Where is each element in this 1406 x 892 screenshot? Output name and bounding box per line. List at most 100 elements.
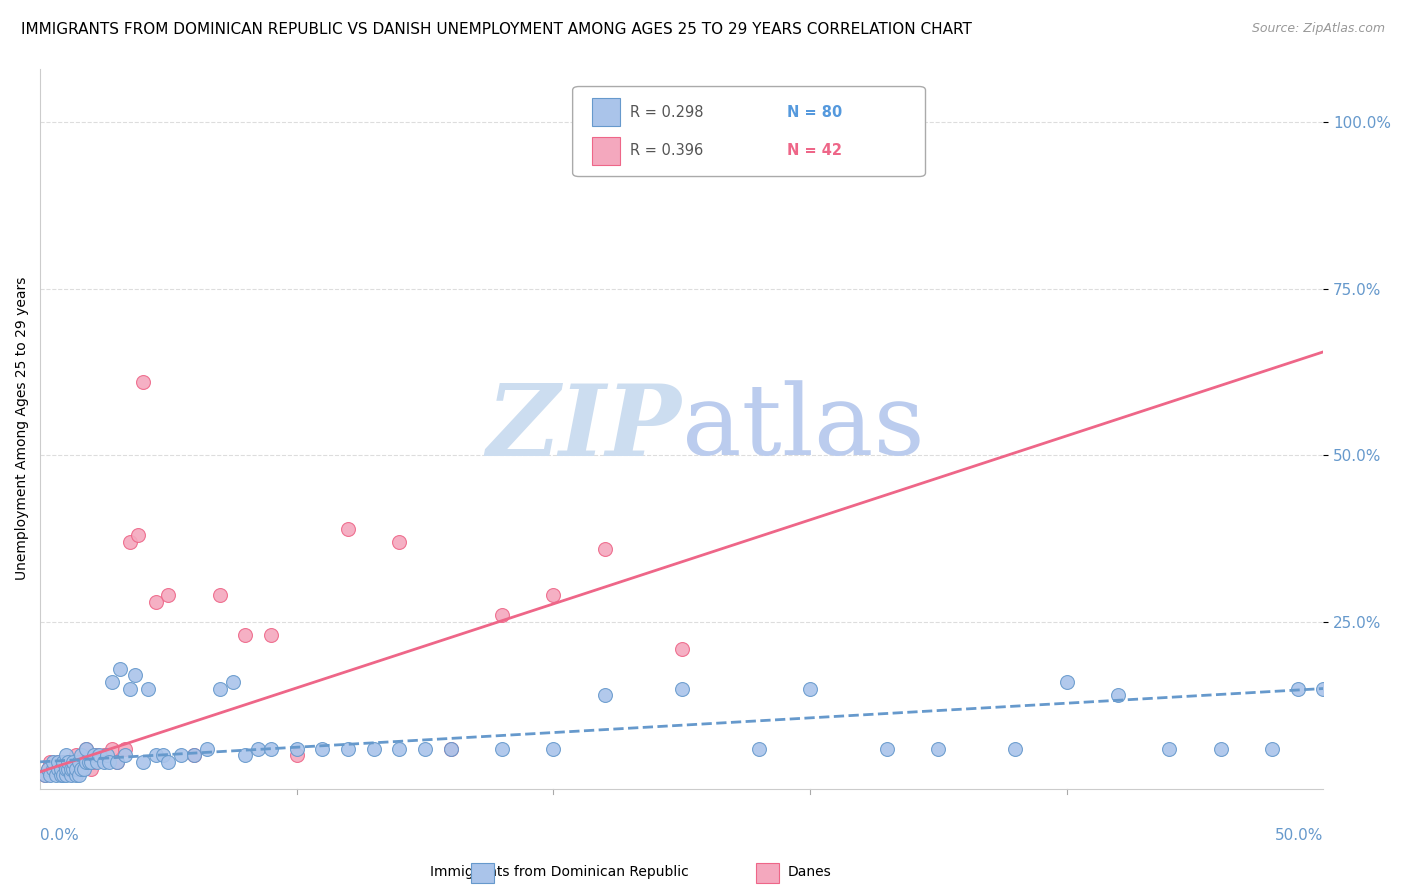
Point (49, 762, 72, 776)
Point (59, 762, 82, 776)
Point (593, 688, 616, 702)
Text: Source: ZipAtlas.com: Source: ZipAtlas.com (1251, 22, 1385, 36)
Text: Danes: Danes (787, 865, 831, 880)
Point (337, 522, 360, 536)
Point (70, 755, 93, 769)
Point (86, 748, 108, 763)
Point (388, 534, 411, 549)
Point (44, 768, 66, 782)
Point (118, 681, 141, 696)
Point (927, 741, 949, 756)
Point (46, 762, 69, 776)
Point (98, 755, 121, 769)
Point (42, 762, 65, 776)
Point (70, 762, 93, 776)
Point (93, 755, 115, 769)
Point (136, 681, 159, 696)
Point (58, 755, 80, 769)
Text: R = 0.298: R = 0.298 (630, 104, 704, 120)
Point (89, 748, 111, 763)
Point (311, 741, 333, 756)
Point (132, 755, 155, 769)
Point (55, 768, 77, 782)
Point (124, 668, 146, 682)
Point (46, 755, 69, 769)
Text: atlas: atlas (682, 381, 924, 476)
Point (65, 748, 87, 763)
Point (52, 768, 75, 782)
Point (183, 748, 205, 763)
Point (49, 768, 72, 782)
Point (49, 762, 72, 776)
Point (52, 755, 75, 769)
Point (39, 755, 62, 769)
Point (73, 748, 96, 763)
Point (1312, 681, 1334, 696)
Point (671, 681, 693, 696)
Point (42, 755, 65, 769)
Point (62, 755, 84, 769)
Point (145, 748, 167, 763)
Point (83, 755, 105, 769)
Point (440, 741, 463, 756)
Point (195, 741, 218, 756)
Text: IMMIGRANTS FROM DOMINICAN REPUBLIC VS DANISH UNEMPLOYMENT AMONG AGES 25 TO 29 YE: IMMIGRANTS FROM DOMINICAN REPUBLIC VS DA… (21, 22, 972, 37)
Point (132, 375, 155, 389)
Point (93, 748, 115, 763)
Point (55, 762, 77, 776)
Point (543, 588, 565, 602)
Point (96, 748, 118, 763)
Point (108, 661, 131, 675)
FancyBboxPatch shape (572, 87, 925, 177)
Point (388, 741, 411, 756)
Point (83, 748, 105, 763)
Point (1004, 741, 1026, 756)
Point (152, 748, 174, 763)
Point (62, 755, 84, 769)
Point (34, 768, 56, 782)
Point (67, 762, 90, 776)
Point (55, 762, 77, 776)
Point (491, 608, 513, 623)
Point (799, 681, 821, 696)
Point (157, 588, 180, 602)
Point (101, 741, 124, 756)
Point (37, 762, 59, 776)
Point (285, 741, 308, 756)
Point (127, 528, 149, 542)
Point (46, 755, 69, 769)
Point (34, 768, 56, 782)
Point (77, 755, 100, 769)
Point (235, 628, 257, 642)
Point (235, 748, 257, 763)
Point (593, 541, 616, 556)
Point (118, 534, 141, 549)
Point (58, 762, 80, 776)
Point (62, 762, 84, 776)
Point (157, 755, 180, 769)
Point (671, 641, 693, 656)
Point (183, 748, 205, 763)
Point (42, 762, 65, 776)
Point (208, 681, 231, 696)
Point (59, 768, 82, 782)
Point (70, 748, 93, 763)
Point (59, 762, 82, 776)
Point (65, 762, 87, 776)
Point (101, 674, 124, 689)
Point (170, 748, 193, 763)
Point (260, 741, 283, 756)
Point (58, 755, 80, 769)
Point (440, 741, 463, 756)
Point (52, 755, 75, 769)
Point (114, 741, 136, 756)
Point (247, 741, 270, 756)
Point (337, 741, 360, 756)
Point (1159, 741, 1181, 756)
Text: R = 0.396: R = 0.396 (630, 144, 703, 159)
Point (86, 755, 108, 769)
Point (77, 755, 100, 769)
Point (73, 762, 96, 776)
Text: 50.0%: 50.0% (1275, 828, 1323, 843)
Text: N = 80: N = 80 (787, 104, 842, 120)
